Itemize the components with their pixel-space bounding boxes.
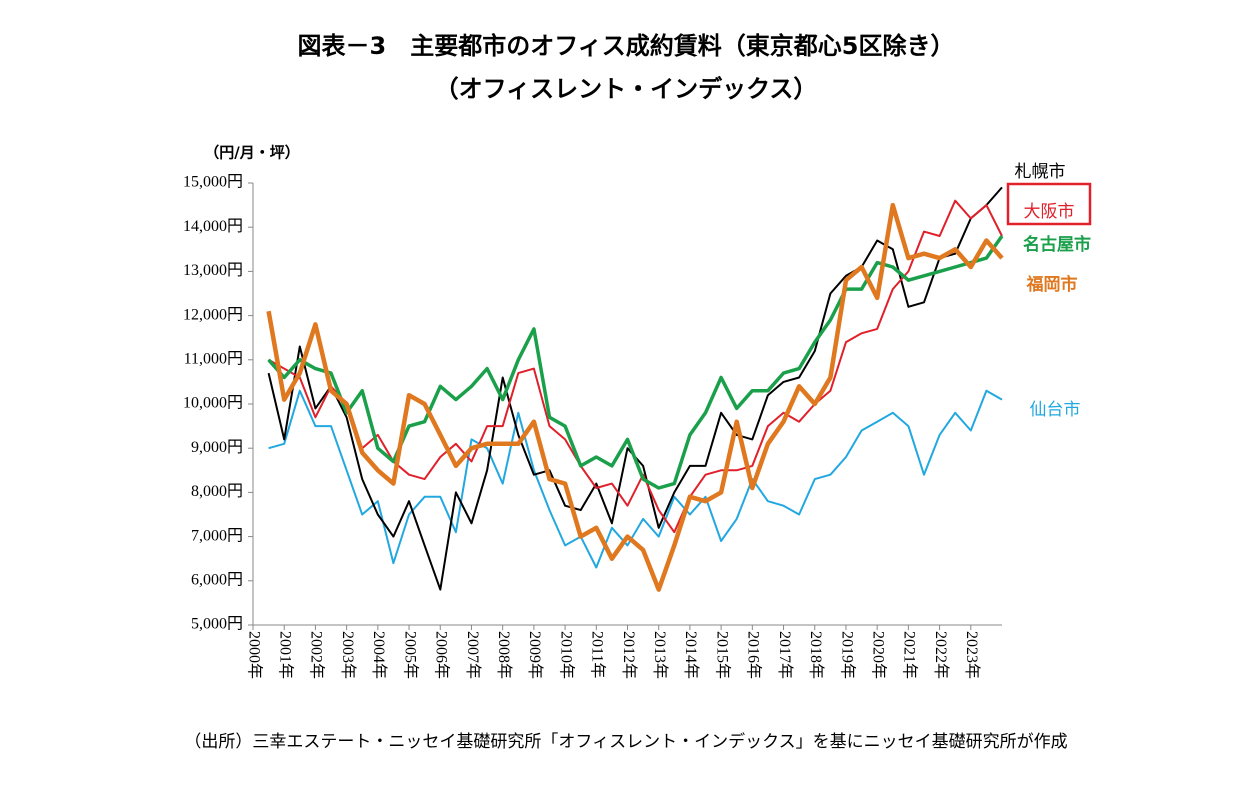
x-tick-label: 2003年 xyxy=(339,631,357,679)
x-tick-label: 2005年 xyxy=(401,631,419,679)
y-axis-label: （円/月・坪） xyxy=(204,144,299,162)
x-tick-label: 2018年 xyxy=(807,631,825,679)
series-line xyxy=(266,202,1004,592)
x-tick-label: 2006年 xyxy=(433,631,451,679)
series-line xyxy=(268,389,1003,569)
chart-title: 図表－3 主要都市のオフィス成約賃料（東京都心5区除き） xyxy=(298,32,955,60)
x-tick-label: 2017年 xyxy=(776,631,794,679)
legend-label: 大阪市 xyxy=(1024,202,1075,222)
x-tick-label: 2020年 xyxy=(869,631,887,679)
series-line xyxy=(267,186,1003,591)
x-tick-label: 2015年 xyxy=(713,631,731,679)
legend-label: 名古屋市 xyxy=(1023,234,1091,255)
x-tick-label: 2002年 xyxy=(308,631,326,679)
y-tick-label: 9,000円 xyxy=(191,439,243,456)
x-tick-label: 2016年 xyxy=(745,631,763,679)
y-tick-label: 8,000円 xyxy=(191,483,243,500)
y-tick-label: 12,000円 xyxy=(183,306,243,323)
y-tick-label: 11,000円 xyxy=(184,350,243,367)
legend-label: 福岡市 xyxy=(1026,274,1078,295)
x-tick-label: 2011年 xyxy=(589,631,607,678)
y-tick-label: 6,000円 xyxy=(191,571,243,588)
y-tick-label: 15,000円 xyxy=(183,174,243,191)
x-tick-label: 2010年 xyxy=(557,631,575,679)
x-tick-label: 2014年 xyxy=(682,631,700,679)
legend-label: 仙台市 xyxy=(1030,400,1081,420)
series-line xyxy=(267,234,1004,490)
chart-subtitle: （オフィスレント・インデックス） xyxy=(435,75,818,103)
y-tick-label: 5,000円 xyxy=(191,616,243,633)
legend-label: 札幌市 xyxy=(1015,162,1066,182)
y-tick-label: 10,000円 xyxy=(183,395,243,412)
x-tick-label: 2009年 xyxy=(526,631,544,679)
x-tick-label: 2013年 xyxy=(651,631,669,679)
x-tick-label: 2012年 xyxy=(620,631,638,679)
x-tick-label: 2019年 xyxy=(838,631,856,679)
y-tick-label: 14,000円 xyxy=(183,218,243,235)
x-tick-label: 2023年 xyxy=(963,631,981,679)
x-tick-label: 2004年 xyxy=(370,631,388,679)
x-tick-label: 2008年 xyxy=(495,631,513,679)
y-tick-label: 7,000円 xyxy=(191,527,243,544)
legend-highlight-box xyxy=(1006,182,1092,226)
source-note: （出所）三幸エステート・ニッセイ基礎研究所「オフィスレント・インデックス」を基に… xyxy=(184,731,1067,752)
x-tick-label: 2007年 xyxy=(464,631,482,679)
y-tick-label: 13,000円 xyxy=(183,262,243,279)
x-tick-label: 2021年 xyxy=(901,631,919,679)
x-tick-label: 2022年 xyxy=(932,631,950,679)
x-tick-label: 2000年 xyxy=(245,631,263,679)
series-line xyxy=(268,199,1003,534)
x-tick-label: 2001年 xyxy=(277,631,295,679)
